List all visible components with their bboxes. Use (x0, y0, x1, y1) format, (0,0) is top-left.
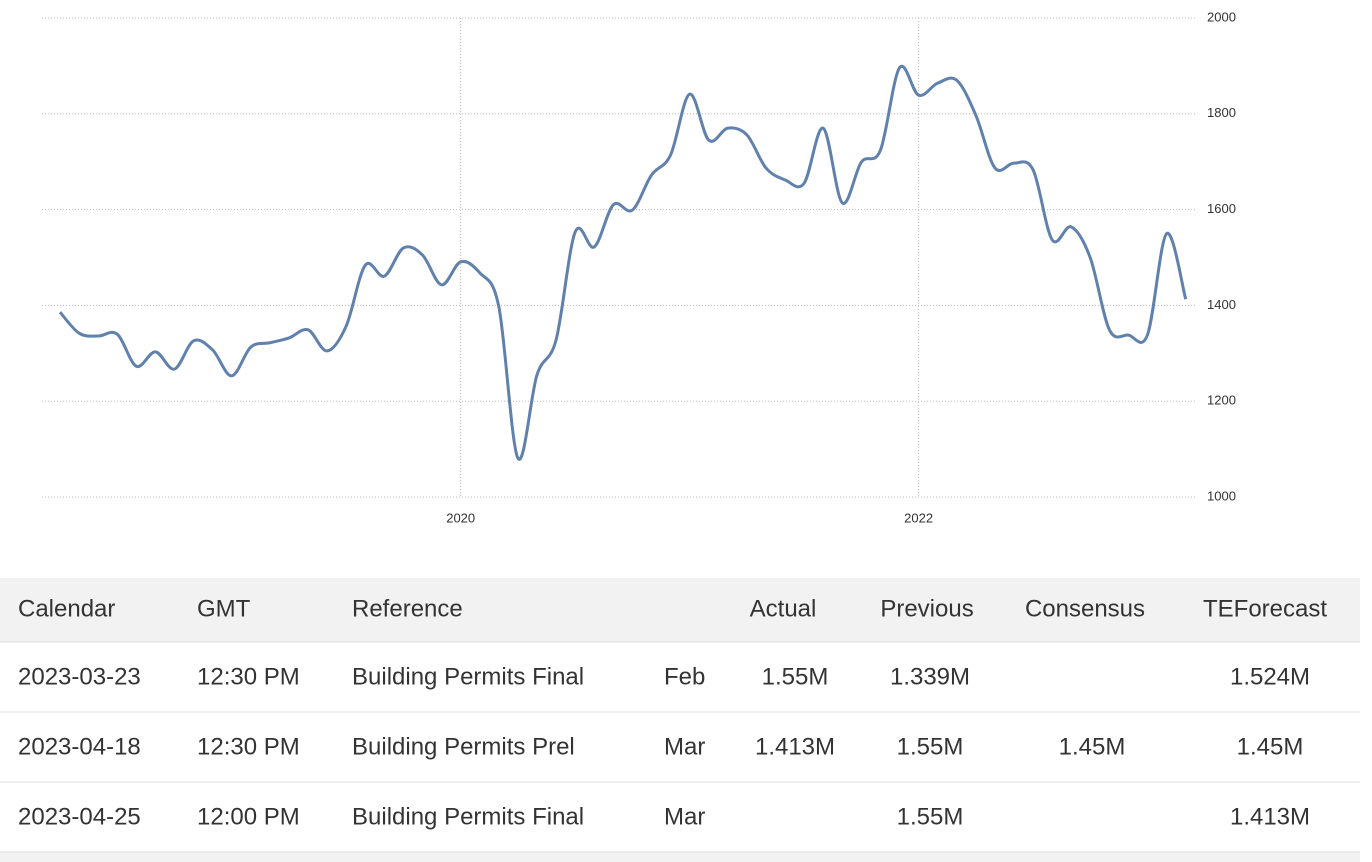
y-tick-label: 1200 (1207, 393, 1236, 408)
table-header: Previous (880, 595, 973, 622)
table-cell: 12:00 PM (197, 803, 300, 830)
y-tick-label: 1800 (1207, 105, 1236, 120)
table-cell: 2023-04-18 (18, 733, 141, 760)
table-cell: 12:30 PM (197, 733, 300, 760)
table-cell: Feb (664, 663, 705, 690)
table-header: Consensus (1025, 595, 1145, 622)
table-cell: 1.45M (1237, 733, 1304, 760)
table-header: Reference (352, 595, 463, 622)
table-cell: 1.524M (1230, 663, 1310, 690)
table-header-bg (0, 578, 1360, 642)
table-header: TEForecast (1203, 595, 1327, 622)
table-cell: 1.55M (897, 733, 964, 760)
x-tick-label: 2020 (446, 510, 475, 525)
y-tick-label: 2000 (1207, 9, 1236, 24)
table-cell: Building Permits Final (352, 803, 584, 830)
y-tick-label: 1400 (1207, 297, 1236, 312)
table-cell: 1.55M (897, 803, 964, 830)
table-cell: Mar (664, 733, 705, 760)
table-cell: Building Permits Final (352, 663, 584, 690)
table-cell: 2023-03-23 (18, 663, 141, 690)
table-cell: 1.45M (1059, 733, 1126, 760)
table-cell: 12:30 PM (197, 663, 300, 690)
y-tick-label: 1600 (1207, 201, 1236, 216)
table-cell: 1.413M (1230, 803, 1310, 830)
table-cell: 2023-04-25 (18, 803, 141, 830)
table-cell: 1.339M (890, 663, 970, 690)
table-footer-bg (0, 852, 1360, 862)
table-cell: 1.413M (755, 733, 835, 760)
table-cell: 1.55M (762, 663, 829, 690)
series-line (58, 64, 1188, 461)
x-tick-label: 2022 (904, 510, 933, 525)
table-header: Actual (750, 595, 817, 622)
table-header: GMT (197, 595, 251, 622)
table-header: Calendar (18, 595, 115, 622)
table-cell: Building Permits Prel (352, 733, 575, 760)
table-cell: Mar (664, 803, 705, 830)
y-tick-label: 1000 (1207, 488, 1236, 503)
